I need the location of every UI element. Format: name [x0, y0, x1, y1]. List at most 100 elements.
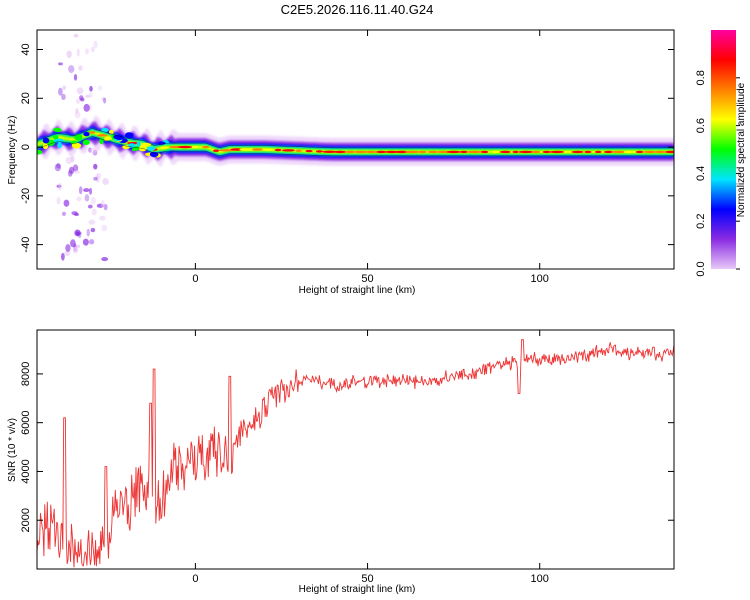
heat-core — [437, 150, 450, 154]
heat-core — [212, 149, 220, 152]
colorbar-tick-label: 0.6 — [695, 118, 707, 133]
heat-speckle — [72, 246, 79, 254]
heat-core — [418, 150, 427, 154]
heat-core — [305, 149, 313, 153]
y-tick-label: -40 — [20, 237, 32, 253]
heat-blob — [83, 131, 90, 137]
heat-speckle — [76, 244, 81, 249]
heat-speckle — [89, 187, 93, 195]
heat-core — [345, 150, 356, 154]
heat-speckle — [84, 194, 90, 202]
heat-core — [459, 150, 468, 154]
spectrogram-xlabel: Height of straight line (km) — [299, 285, 416, 296]
heat-core — [202, 145, 210, 149]
heat-core — [466, 150, 483, 154]
heat-core — [97, 134, 108, 137]
heat-speckle — [102, 177, 109, 186]
heat-speckle — [78, 65, 83, 71]
heat-speckle — [88, 147, 92, 153]
heat-core — [376, 150, 387, 154]
x-tick-label: 0 — [192, 573, 198, 585]
heat-core — [611, 150, 627, 154]
heat-blob — [42, 142, 49, 150]
heat-blob — [149, 151, 159, 157]
spectrogram-heatmap — [37, 33, 674, 262]
heat-core — [191, 145, 200, 149]
heat-speckle — [76, 98, 81, 105]
heat-core — [315, 150, 323, 153]
heat-core — [239, 148, 255, 151]
heat-speckle — [78, 186, 83, 195]
heat-speckle — [101, 256, 109, 262]
heat-speckle — [60, 252, 65, 261]
snr-ticks: 0 50 100 2000 4000 6000 8000 — [20, 330, 674, 585]
heat-speckle — [96, 174, 100, 183]
colorbar-label: Normalized spectral amplitude — [736, 82, 747, 217]
heat-core — [252, 148, 263, 151]
heat-core — [160, 146, 169, 149]
heat-speckle — [85, 94, 91, 98]
heat-speckle — [56, 163, 61, 169]
heat-core — [603, 150, 614, 154]
heat-blob — [136, 141, 141, 147]
heat-speckle — [103, 97, 107, 104]
heat-speckle — [83, 188, 90, 193]
heat-blob — [52, 127, 62, 132]
heat-core — [262, 148, 273, 151]
heat-speckle — [82, 238, 89, 246]
heat-speckle — [101, 97, 106, 101]
heat-speckle — [58, 62, 63, 66]
y-tick-label: 6000 — [20, 410, 32, 434]
heat-core — [274, 148, 282, 152]
heat-core — [512, 150, 519, 154]
heat-blob — [99, 138, 104, 145]
heat-core — [549, 150, 565, 154]
heat-blob — [37, 149, 43, 155]
heat-blob — [71, 142, 82, 149]
heat-speckle — [89, 147, 97, 154]
colorbar-tick-label: 0.2 — [695, 214, 707, 229]
snr-panel: 0 50 100 2000 4000 6000 8000 Height of straigh… — [7, 329, 675, 595]
heat-speckle — [90, 227, 96, 233]
heat-speckle — [97, 85, 103, 91]
heat-speckle — [87, 204, 93, 209]
heat-core — [354, 150, 368, 154]
spectrogram-ticks: 0 50 100 -40 -20 0 20 40 — [20, 30, 674, 285]
heat-speckle — [61, 211, 67, 216]
y-tick-label: 0 — [20, 144, 32, 150]
heat-core — [491, 150, 499, 154]
heat-speckle — [57, 182, 62, 191]
heat-speckle — [75, 108, 79, 114]
heat-blob — [42, 137, 50, 144]
heat-speckle — [58, 87, 63, 96]
heat-core — [563, 150, 571, 154]
heat-speckle — [68, 65, 75, 74]
heat-core — [635, 150, 644, 154]
heat-speckle — [74, 212, 79, 217]
heat-speckle — [93, 163, 98, 170]
heat-core — [295, 149, 302, 152]
heat-speckle — [101, 224, 108, 232]
heat-core — [518, 150, 534, 154]
heat-core — [364, 150, 378, 154]
colorbar-tick-label: 0.4 — [695, 166, 707, 181]
snr-series-line — [37, 339, 674, 568]
heat-core — [594, 150, 602, 154]
heat-speckle — [74, 229, 81, 237]
heat-speckle — [65, 156, 73, 165]
heat-speckle — [73, 73, 78, 81]
y-tick-label: 8000 — [20, 362, 32, 386]
heat-core — [654, 150, 666, 154]
spectrogram-panel: 0 50 100 -40 -20 0 20 40 Height of straight lin… — [7, 29, 675, 296]
heat-core — [322, 150, 337, 154]
heat-blob — [138, 144, 147, 152]
heat-core — [665, 150, 674, 154]
heat-core — [230, 148, 243, 151]
spectrogram-ylabel: Frequency (Hz) — [7, 116, 18, 185]
heat-speckle — [89, 85, 93, 92]
heat-blob — [109, 129, 114, 135]
snr-ylabel: SNR (10 * v/v) — [7, 418, 18, 482]
heat-speckle — [65, 244, 71, 252]
heat-blob — [146, 146, 156, 151]
